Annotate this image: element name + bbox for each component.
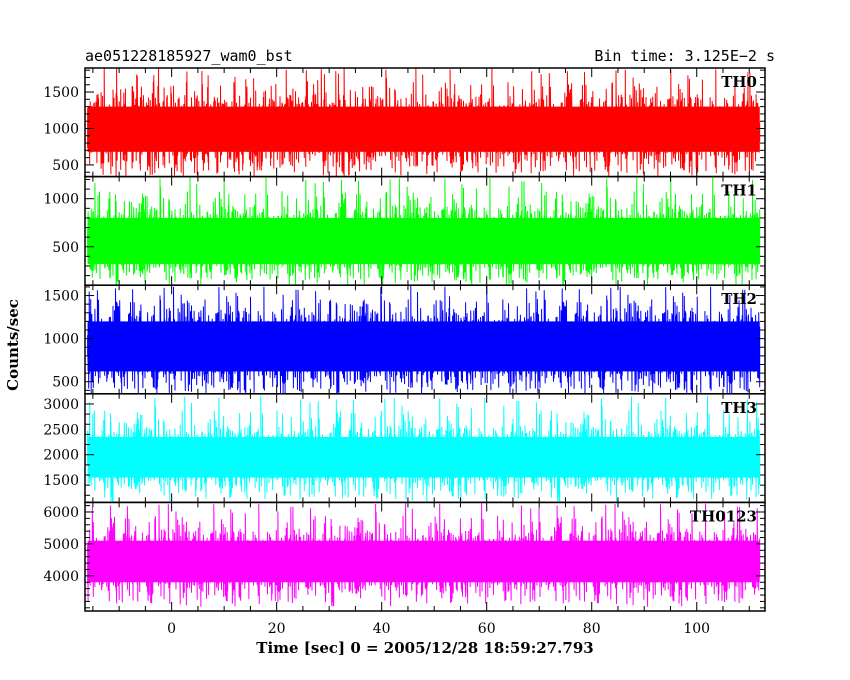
panel-label-th1: TH1	[721, 182, 757, 200]
y-tick-label: 1500	[43, 473, 79, 489]
y-tick-label: 4000	[43, 569, 79, 585]
y-tick-label: 500	[52, 240, 79, 256]
chart-title-right: Bin time: 3.125E−2 s	[594, 47, 775, 65]
y-tick-label: 5000	[43, 537, 79, 553]
panel-th0123: 4000 5000 6000 TH0123	[43, 501, 766, 612]
panel-data-clip	[87, 395, 761, 502]
panel-data-clip	[87, 285, 761, 394]
y-tick-label: 2500	[43, 422, 79, 438]
y-tick-label: 3000	[43, 397, 79, 413]
y-tick-label: 1000	[43, 121, 79, 137]
panel-label-th2: TH2	[721, 290, 757, 308]
series-trace-th2	[87, 285, 761, 394]
x-tick-label: 60	[478, 621, 496, 637]
series-trace-th1	[87, 176, 761, 286]
y-tick-label: 500	[52, 158, 79, 174]
chart-title-left: ae051228185927_wam0_bst	[85, 47, 293, 65]
panel-data-clip	[87, 176, 761, 286]
x-axis-label: Time [sec] 0 = 2005/12/28 18:59:27.793	[256, 639, 593, 657]
x-tick-label: 100	[683, 621, 710, 637]
y-tick-label: 1500	[43, 85, 79, 101]
panel-label-th0: TH0	[721, 73, 757, 91]
y-tick-label: 1000	[43, 332, 79, 348]
x-tick-label: 80	[583, 621, 601, 637]
y-tick-label: 2000	[43, 448, 79, 464]
x-tick-label: 20	[268, 621, 286, 637]
panel-data-clip	[87, 502, 761, 607]
y-axis-label: Counts/sec	[4, 299, 22, 391]
panel-data-clip	[87, 68, 761, 177]
panel-th0: 500 1000 1500 TH0	[43, 67, 766, 178]
series-trace-th3	[87, 395, 761, 502]
y-tick-label: 1000	[43, 192, 79, 208]
y-tick-label: 6000	[43, 505, 79, 521]
y-tick-label: 500	[52, 375, 79, 391]
x-tick-label: 40	[373, 621, 391, 637]
series-trace-th0123	[87, 502, 761, 607]
panel-th3: 1500 2000 2500 3000 TH3	[43, 393, 766, 504]
series-trace-th0	[87, 68, 761, 177]
panel-th1: 500 1000 TH1	[43, 175, 766, 286]
y-tick-label: 1500	[43, 289, 79, 305]
x-tick-label: 0	[167, 621, 176, 637]
panel-label-th0123: TH0123	[690, 507, 757, 525]
panel-th2: 500 1000 1500 TH2	[43, 284, 766, 395]
panel-label-th3: TH3	[721, 399, 757, 417]
